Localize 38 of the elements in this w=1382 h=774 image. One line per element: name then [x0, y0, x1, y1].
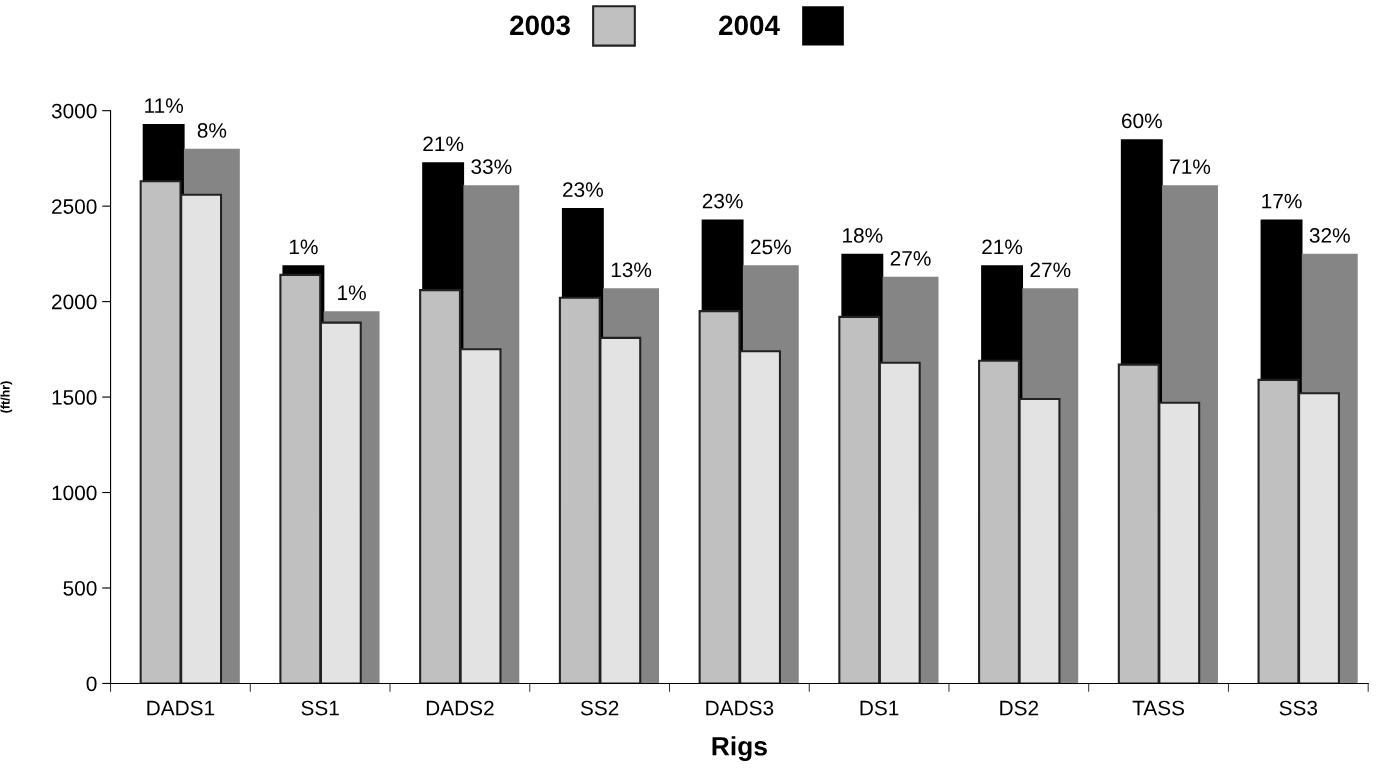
annotation: 71% [1170, 159, 1211, 174]
annotation: 23% [563, 182, 603, 197]
x-tick-label: DS1 [860, 700, 899, 716]
legend-label: 2003 [510, 15, 570, 36]
y-tick-label: 1500 [52, 390, 97, 405]
y-tick-label: 1000 [52, 485, 97, 501]
x-tick-label: DADS3 [706, 700, 774, 716]
annotation: 27% [1030, 262, 1071, 278]
annotation: 60% [1122, 113, 1162, 129]
annotation: 27% [890, 250, 931, 266]
y-tick-label: 0 [86, 676, 97, 692]
x-tick-label: DADS2 [426, 700, 494, 716]
x-tick-label: DS2 [1000, 700, 1039, 716]
x-tick-label: TASS [1132, 700, 1185, 716]
legend-label: 2004 [719, 15, 780, 36]
annotation: 13% [611, 262, 652, 278]
x-tick-label: SS1 [301, 700, 339, 716]
y-tick-label: 2500 [52, 199, 97, 214]
annotation: 32% [1309, 228, 1350, 243]
annotation: 21% [982, 239, 1023, 255]
x-tick-label: DADS1 [147, 700, 215, 716]
y-tick-label: 3000 [51, 103, 97, 119]
annotation: 8% [197, 123, 227, 138]
annotation: 17% [1262, 193, 1302, 209]
annotation: 11% [145, 98, 183, 113]
annotation: 21% [423, 136, 464, 152]
y-tick-label: 2000 [52, 294, 97, 310]
x-tick-label: SS3 [1279, 700, 1318, 716]
annotation: 1% [338, 285, 366, 300]
annotation: 25% [751, 239, 791, 255]
annotation: 18% [843, 228, 883, 243]
annotation: 33% [471, 159, 512, 175]
y-tick-label: 500 [63, 580, 97, 596]
x-tick-label: SS2 [580, 700, 619, 716]
annotation: 1% [289, 239, 318, 255]
annotation: 23% [702, 193, 743, 209]
x-axis-title: Rigs [712, 736, 767, 761]
y-axis-title: (ft/hr) [0, 381, 13, 413]
